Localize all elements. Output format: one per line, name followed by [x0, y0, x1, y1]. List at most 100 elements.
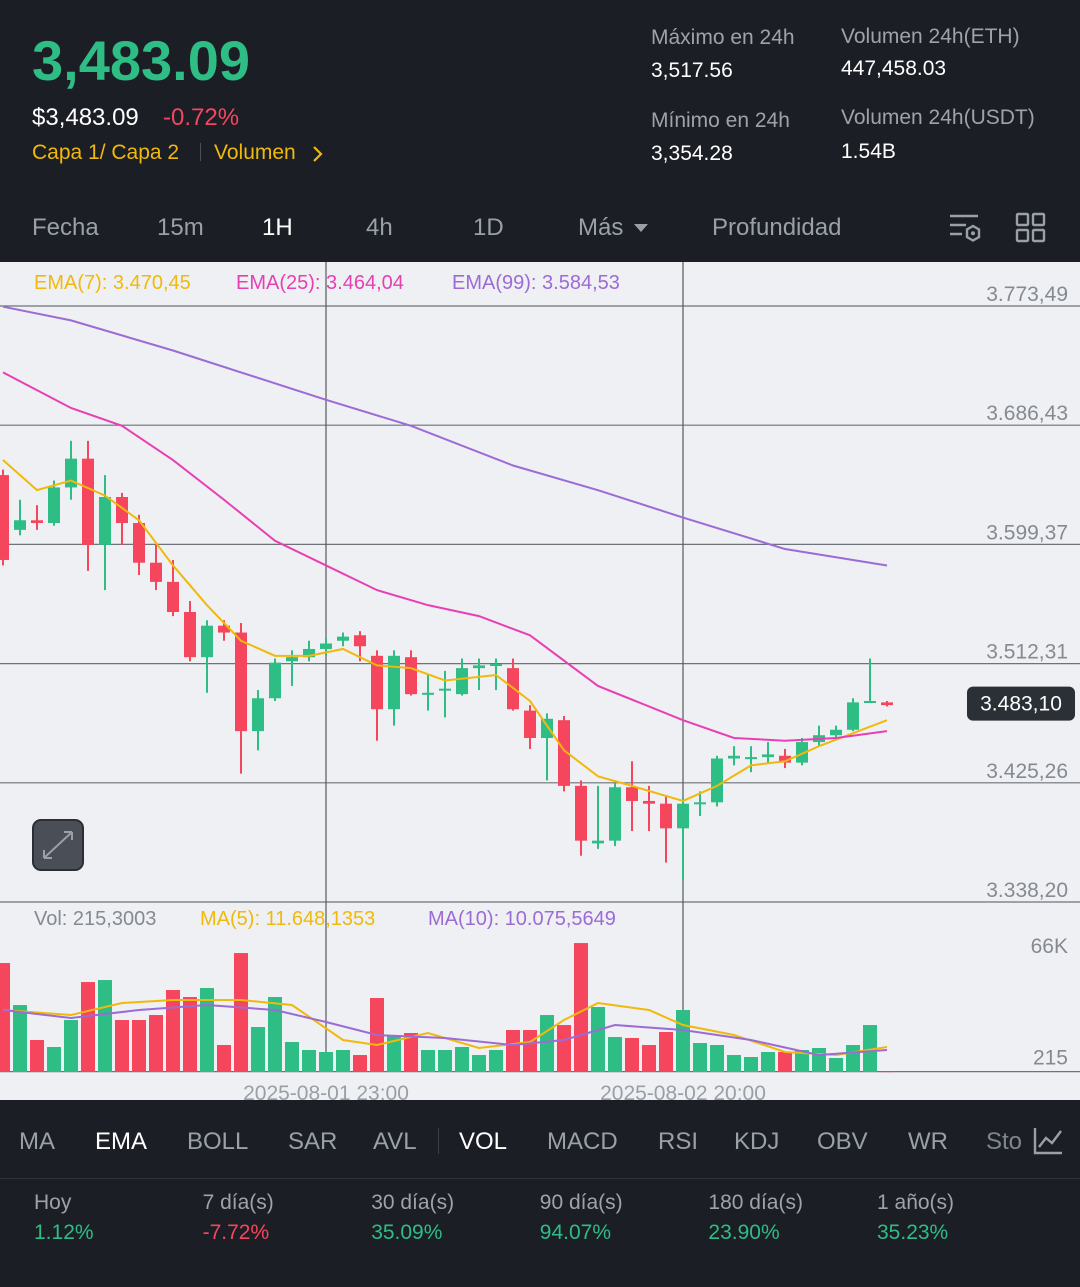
candle-body [99, 496, 111, 545]
candle-body [830, 729, 842, 736]
candle-body [779, 755, 791, 763]
y-tick-label: 3.425,26 [986, 760, 1068, 783]
tab[interactable]: WR [908, 1128, 948, 1155]
performance-value: 35.23% [877, 1221, 949, 1244]
y-tick-label: 3.512,31 [986, 641, 1068, 664]
candle-body [0, 475, 9, 560]
tab[interactable]: Sto [986, 1128, 1023, 1155]
volume-bar [336, 1050, 350, 1072]
indicator-line [2, 371, 888, 742]
candle-body [14, 520, 26, 530]
layout-icon[interactable] [1015, 212, 1047, 244]
stat-label: Máximo en 24h [651, 26, 795, 49]
volume-bar [795, 1050, 809, 1072]
volume-bar [30, 1040, 44, 1072]
y-tick-label: 3.338,20 [986, 879, 1068, 902]
volume-link[interactable]: Volumen [214, 141, 296, 164]
tab[interactable]: SAR [288, 1128, 338, 1155]
volume-bar [285, 1042, 299, 1072]
volume-bar [455, 1047, 469, 1072]
tab[interactable]: BOLL [187, 1128, 249, 1155]
performance-label: 7 día(s) [202, 1191, 274, 1214]
candle-body [235, 632, 247, 732]
settings-icon[interactable] [948, 212, 984, 246]
legend-ema25: EMA(25): 3.464,04 [236, 272, 404, 294]
candle-body [456, 668, 468, 695]
stat-label: Volumen 24h(ETH) [841, 25, 1020, 48]
candle-body [320, 643, 332, 649]
tab[interactable]: Profundidad [712, 214, 842, 241]
volume-bar [591, 1007, 605, 1072]
tab-selected[interactable]: EMA [95, 1128, 148, 1155]
volume-bar [13, 1005, 27, 1072]
volume-bar [115, 1020, 129, 1072]
volume-bar [812, 1048, 826, 1072]
volume-bar [574, 943, 588, 1072]
candle-body [541, 718, 553, 738]
volume-bar [744, 1056, 758, 1072]
candle-body [388, 655, 400, 710]
y-tick-label: 66K [1031, 935, 1068, 958]
expand-button[interactable] [32, 819, 84, 871]
kline-chart: 3.773,49 3.686,43 3.599,37 3.512,31 3.425,26… [0, 262, 1080, 1100]
tab[interactable]: 1D [473, 214, 504, 241]
volume-bar [0, 963, 10, 1072]
performance-label: 1 año(s) [877, 1191, 955, 1214]
candle-body [65, 458, 77, 488]
chart-settings-icon[interactable] [1032, 1126, 1064, 1156]
tab[interactable]: Más [578, 214, 624, 241]
candle-body [201, 625, 213, 658]
candle-body [371, 655, 383, 710]
tab[interactable]: 4h [366, 214, 393, 241]
tab[interactable]: MA [19, 1128, 55, 1155]
stat-value: 3,354.28 [651, 142, 733, 165]
volume-bar [302, 1050, 316, 1072]
stat-value: 1.54B [841, 140, 896, 163]
tab[interactable]: KDJ [734, 1128, 780, 1155]
volume-bar [608, 1037, 622, 1072]
candle-body [643, 800, 655, 804]
y-tick-label: 3.599,37 [986, 521, 1068, 544]
candle-body [252, 698, 264, 732]
candle-body [745, 757, 757, 760]
last-price: 3,483.09 [32, 29, 250, 92]
tab[interactable]: RSI [658, 1128, 699, 1155]
candle-body [677, 803, 689, 829]
volume-bar [642, 1045, 656, 1072]
legend-volume: Vol: 215,3003 [34, 908, 156, 930]
performance-value: 94.07% [539, 1221, 612, 1244]
tab[interactable]: AVL [373, 1128, 417, 1155]
tab-selected[interactable]: 1H [262, 214, 293, 241]
volume-bar [251, 1027, 265, 1072]
volume-bar [404, 1033, 418, 1072]
tab[interactable]: Fecha [32, 214, 99, 241]
volume-bar [319, 1052, 333, 1072]
y-tick-label: 3.686,43 [986, 402, 1068, 425]
volume-bar [472, 1055, 486, 1072]
volume-bar [693, 1043, 707, 1072]
tab[interactable]: OBV [817, 1128, 868, 1155]
candle-body [575, 785, 587, 841]
candle-body [660, 803, 672, 829]
x-tick-label: 2025-08-01 23:00 [243, 1082, 409, 1100]
candle-body [48, 487, 60, 524]
candle-body [218, 625, 230, 633]
tab[interactable]: MACD [547, 1128, 618, 1155]
volume-bar [64, 1020, 78, 1072]
dropdown-icon [634, 224, 648, 232]
candle-body [286, 657, 298, 662]
tab[interactable]: 15m [157, 214, 204, 241]
volume-bar [540, 1015, 554, 1072]
tab-selected[interactable]: VOL [459, 1128, 508, 1155]
candle-body [31, 520, 43, 524]
candle-body [116, 496, 128, 524]
category-tag[interactable]: Capa 1/ Capa 2 [32, 141, 180, 164]
volume-bar [47, 1047, 61, 1072]
candle-body [694, 802, 706, 805]
stat-label: Mínimo en 24h [651, 109, 790, 132]
volume-bar [625, 1038, 639, 1072]
chart-background [0, 262, 1080, 1100]
indicator-line [2, 305, 888, 567]
candle-body [728, 755, 740, 759]
volume-bar [183, 997, 197, 1072]
